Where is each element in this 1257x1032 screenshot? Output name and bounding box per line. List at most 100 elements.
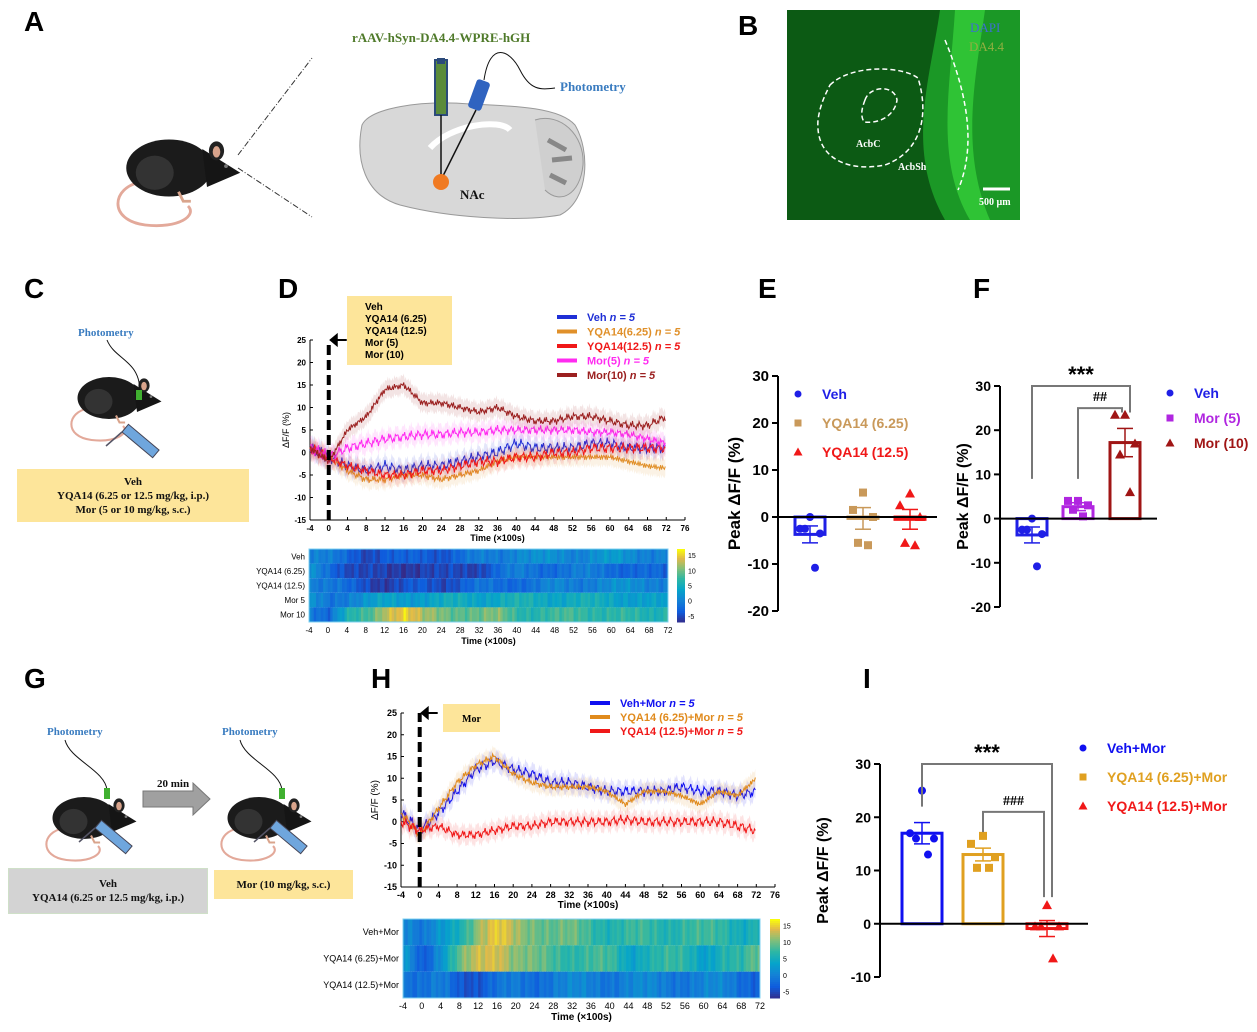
heatmap-cell (651, 919, 655, 946)
heatmap-cell (523, 607, 527, 622)
data-point-square (864, 541, 872, 550)
colorbar-segment (677, 559, 685, 563)
heatmap-cell (353, 578, 357, 593)
heatmap-cell (318, 578, 322, 593)
heatmap-cell (344, 578, 348, 593)
heatmap-cell (445, 592, 449, 608)
heatmap-cell (495, 607, 499, 622)
heatmap-cell (422, 563, 426, 579)
heatmap-cell (628, 945, 632, 972)
heatmap-cell (653, 549, 657, 564)
heatmap-cell (533, 563, 537, 579)
heatmap-cell (424, 919, 427, 946)
heatmap-cell (471, 592, 475, 608)
heatmap-cell (507, 578, 511, 593)
heatmap-cell (464, 592, 468, 608)
data-point-triangle (1078, 801, 1088, 810)
heatmap-cell (554, 549, 558, 564)
x-tick-label: 32 (474, 524, 483, 533)
x-tick-label: 64 (714, 890, 724, 900)
heatmap-cell (461, 971, 465, 998)
heatmap-cell (459, 971, 463, 998)
colorbar-tick-label: 10 (688, 568, 696, 575)
data-point-triangle (910, 540, 920, 550)
heatmap-cell (428, 971, 432, 998)
y-tick-label: 30 (752, 368, 769, 385)
heatmap-cell (509, 592, 513, 608)
y-tick-label: 20 (975, 422, 991, 438)
data-point-square (973, 863, 981, 872)
heatmap-cell (705, 971, 709, 998)
heatmap-cell (536, 945, 540, 972)
heatmap-cell (377, 607, 381, 622)
heatmap-cell (703, 971, 707, 998)
heatmap-cell (429, 549, 433, 564)
heatmap-cell (431, 592, 435, 608)
heatmap-cell (724, 919, 728, 946)
heatmap-cell (415, 549, 419, 564)
heatmap-cell (585, 607, 589, 622)
heatmap-x-tick-label: 4 (438, 1001, 443, 1011)
heatmap-cell (552, 563, 556, 579)
heatmap-cell (349, 563, 353, 579)
heatmap-x-axis-label: Time (×100s) (551, 1012, 612, 1023)
colorbar-segment (677, 614, 685, 618)
x-tick-label: 4 (436, 890, 441, 900)
heatmap-cell (698, 971, 702, 998)
heatmap-cell (561, 563, 565, 579)
heatmap-cell (389, 578, 393, 593)
heatmap-cell (460, 607, 464, 622)
heatmap-cell (479, 563, 482, 579)
heatmap-cell (666, 971, 669, 998)
heatmap-cell (646, 578, 650, 593)
heatmap-cell (426, 971, 430, 998)
heatmap-cell (698, 919, 702, 946)
colorbar-segment (677, 550, 685, 554)
data-point-triangle (1042, 900, 1052, 910)
legend-label: YQA14 (6.25)+Mor (1107, 769, 1228, 785)
heatmap-cell (403, 945, 406, 972)
heatmap-cell (696, 945, 700, 972)
heatmap-cell (540, 592, 544, 608)
colorbar-segment (677, 558, 685, 561)
data-point-triangle (1048, 953, 1058, 963)
heatmap-cell (579, 971, 582, 998)
heatmap-cell (441, 592, 445, 608)
heatmap-cell (408, 549, 412, 564)
heatmap-cell (412, 592, 416, 608)
heatmap-cell (568, 592, 572, 608)
heatmap-cell (562, 971, 566, 998)
heatmap-cell (606, 578, 610, 593)
heatmap-cell (482, 945, 486, 972)
heatmap-cell (358, 607, 362, 622)
heatmap-cell (351, 563, 355, 579)
x-tick-label: -4 (306, 524, 314, 533)
heatmap-cell (644, 971, 648, 998)
heatmap-cell (497, 607, 501, 622)
x-tick-label: 16 (489, 890, 499, 900)
heatmap-cell (587, 592, 591, 608)
heatmap-cell (332, 592, 336, 608)
legend-label: Veh (822, 386, 847, 402)
legend-label: YQA14 (12.5) (822, 444, 908, 460)
heatmap-cell (618, 607, 622, 622)
heatmap-cell (616, 945, 620, 972)
scale-label: 500 µm (979, 197, 1011, 208)
heatmap-cell (628, 919, 632, 946)
heatmap-cell (715, 919, 719, 946)
heatmap-cell (637, 549, 641, 564)
heatmap-cell (457, 945, 460, 972)
heatmap-cell (579, 919, 582, 946)
heatmap-cell (587, 563, 591, 579)
heatmap-cell (586, 971, 590, 998)
heatmap-cell (330, 592, 334, 608)
heatmap-x-tick-label: -4 (399, 1001, 407, 1011)
heatmap-cell (532, 971, 536, 998)
heatmap-cell (478, 945, 482, 972)
heatmap-cell (580, 563, 584, 579)
heatmap-cell (337, 607, 341, 622)
heatmap-cell (724, 971, 728, 998)
heatmap-cell (405, 919, 409, 946)
heatmap-cell (320, 592, 324, 608)
x-axis-label: Time (×100s) (558, 900, 619, 911)
